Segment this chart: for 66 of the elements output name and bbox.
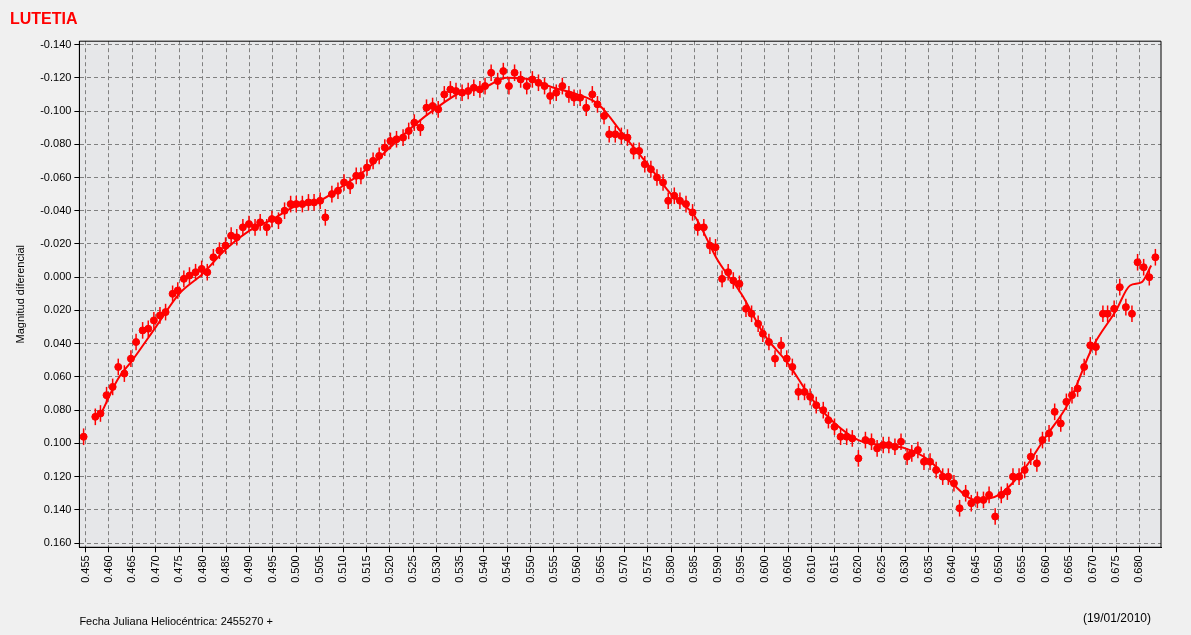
x-axis-title: Fecha Juliana Heliocéntrica: 2455270 + (79, 615, 273, 628)
x-tick-label: 0.555 (546, 555, 559, 583)
y-tick-label: 0.060 (43, 369, 72, 382)
x-tick-label: 0.540 (476, 555, 489, 583)
x-tick-label: 0.545 (500, 555, 513, 583)
x-tick-label: 0.500 (289, 555, 302, 583)
y-tick-label: -0.040 (40, 203, 72, 216)
x-tick-label: 0.520 (382, 555, 395, 583)
x-tick-label: 0.455 (78, 555, 91, 583)
y-tick-label: -0.140 (40, 37, 72, 50)
x-tick-label: 0.535 (453, 555, 466, 583)
x-tick-label: 0.475 (172, 555, 185, 583)
x-tick-label: 0.490 (242, 555, 255, 583)
x-tick-label: 0.620 (851, 555, 864, 583)
x-tick-label: 0.600 (757, 555, 770, 583)
x-tick-label: 0.675 (1109, 555, 1122, 583)
x-tick-label: 0.615 (828, 555, 840, 583)
y-tick-label: 0.000 (43, 270, 72, 283)
chart-title: LUTETIA (10, 10, 78, 28)
y-tick-label: 0.020 (43, 303, 72, 316)
text: (19/01/2010) (1082, 611, 1151, 626)
x-tick-label: 0.595 (734, 555, 747, 583)
x-tick-label: 0.530 (429, 555, 442, 583)
x-tick-label: 0.580 (664, 555, 677, 583)
y-tick-label: 0.100 (43, 436, 72, 449)
x-tick-label: 0.585 (687, 555, 700, 583)
y-tick-label: -0.020 (40, 236, 72, 249)
x-tick-label: 0.570 (617, 555, 630, 583)
y-tick-label: -0.060 (40, 170, 72, 183)
y-tick-label: 0.160 (43, 536, 72, 549)
y-tick-label: -0.120 (40, 70, 72, 83)
y-axis-title: Magnitud diferencial (13, 245, 26, 344)
y-tick-label: -0.100 (40, 104, 72, 117)
x-tick-label: 0.655 (1015, 555, 1028, 583)
x-tick-label: 0.560 (570, 555, 583, 583)
x-tick-label: 0.575 (640, 555, 653, 583)
x-tick-label: 0.670 (1085, 555, 1098, 583)
x-tick-label: 0.605 (781, 555, 794, 583)
x-tick-label: 0.525 (406, 555, 419, 583)
x-tick-label: 0.510 (336, 555, 349, 583)
x-tick-label: 0.495 (265, 555, 278, 583)
x-tick-label: 0.550 (523, 555, 536, 583)
x-tick-label: 0.665 (1062, 555, 1075, 583)
x-tick-label: 0.645 (968, 555, 981, 583)
x-tick-label: 0.515 (359, 555, 372, 583)
y-tick-label: 0.080 (43, 403, 72, 416)
x-tick-label: 0.610 (804, 555, 817, 583)
x-tick-label: 0.650 (991, 555, 1004, 583)
y-tick-label: 0.140 (43, 502, 72, 515)
x-tick-label: 0.635 (921, 555, 934, 583)
x-tick-label: 0.505 (312, 555, 325, 583)
x-tick-label: 0.630 (898, 555, 911, 583)
y-tick-label: 0.120 (43, 469, 72, 482)
x-tick-label: 0.460 (101, 555, 114, 583)
x-tick-label: 0.590 (710, 555, 723, 583)
x-tick-label: 0.640 (945, 555, 958, 583)
x-tick-label: 0.470 (148, 555, 161, 583)
x-tick-label: 0.480 (195, 555, 208, 583)
x-tick-label: 0.680 (1132, 555, 1145, 583)
x-tick-label: 0.625 (874, 555, 887, 583)
x-tick-label: 0.660 (1038, 555, 1051, 583)
y-tick-label: 0.040 (43, 336, 72, 349)
x-tick-label: 0.465 (125, 555, 138, 583)
x-tick-label: 0.565 (593, 555, 606, 583)
y-tick-label: -0.080 (40, 137, 72, 150)
x-tick-label: 0.485 (219, 555, 232, 583)
